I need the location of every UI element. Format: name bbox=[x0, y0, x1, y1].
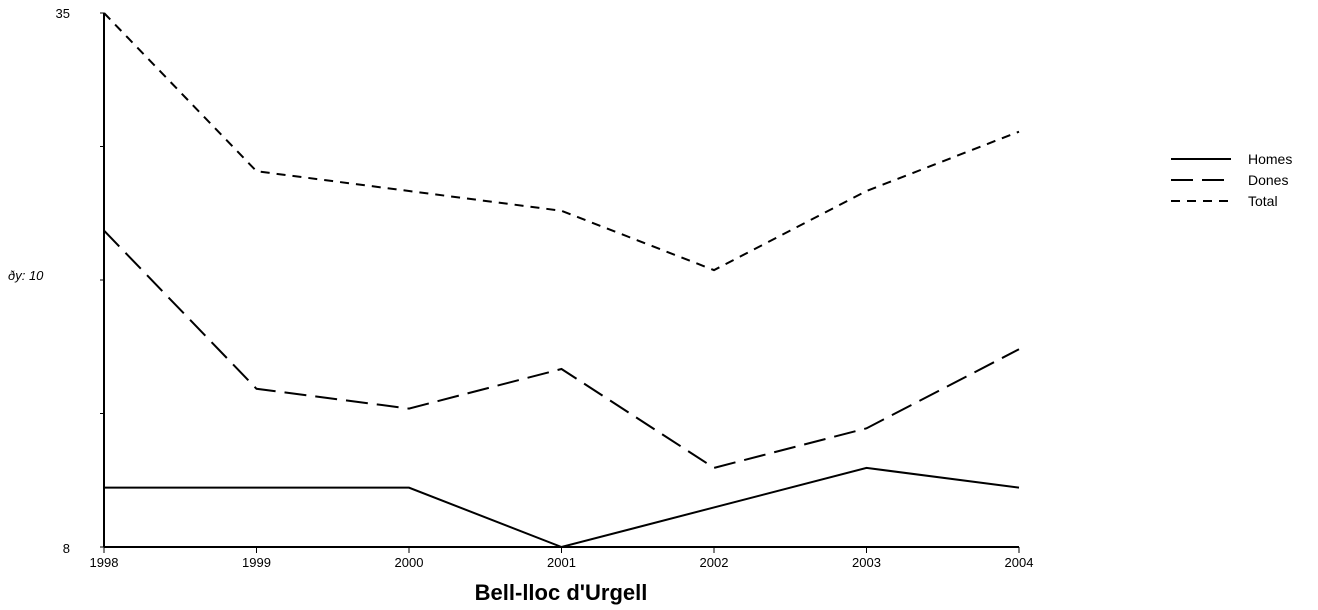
y-tick-label: 35 bbox=[56, 6, 70, 21]
y-tick-label: 8 bbox=[63, 541, 70, 556]
series-line-homes bbox=[104, 466, 1020, 549]
x-tick-label: 1999 bbox=[242, 555, 271, 570]
series-line-dones bbox=[103, 229, 1020, 469]
y-axis-label: ðy: 10 bbox=[8, 268, 44, 283]
chart-title: Bell-lloc d'Urgell bbox=[475, 580, 648, 605]
x-tick-label: 2003 bbox=[852, 555, 881, 570]
x-tick-label: 2004 bbox=[1005, 555, 1034, 570]
legend-label: Total bbox=[1248, 193, 1278, 209]
x-tick-label: 2000 bbox=[395, 555, 424, 570]
legend: Homes Dones Total bbox=[1171, 151, 1292, 209]
axes: 35 8 1998 1999 2000 2001 2002 2003 2004 bbox=[56, 6, 1034, 570]
legend-label: Dones bbox=[1248, 172, 1288, 188]
x-tick-label: 2002 bbox=[700, 555, 729, 570]
series-line-total bbox=[103, 12, 1020, 272]
x-tick-label: 1998 bbox=[90, 555, 119, 570]
legend-label: Homes bbox=[1248, 151, 1292, 167]
x-tick-label: 2001 bbox=[547, 555, 576, 570]
series-layer bbox=[103, 12, 1020, 549]
